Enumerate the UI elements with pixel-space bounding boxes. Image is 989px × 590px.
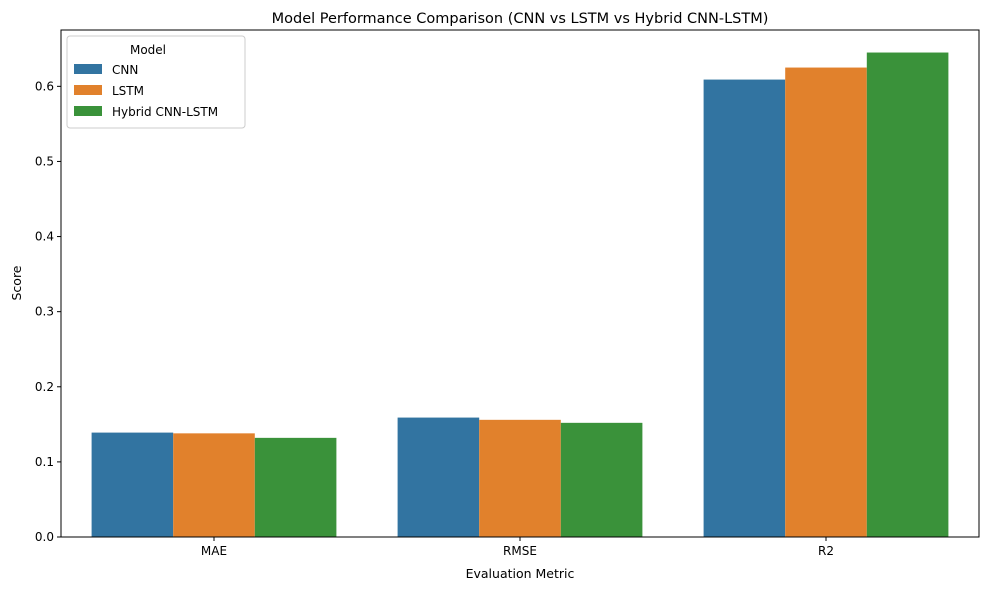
y-tick-label: 0.6 <box>35 79 54 93</box>
legend-title: Model <box>130 43 166 57</box>
y-axis: 0.0 0.1 0.2 0.3 0.4 0.5 0.6 <box>35 79 61 544</box>
legend-label: CNN <box>112 63 138 77</box>
legend-swatch <box>74 85 102 95</box>
bar-lstm-mae <box>173 433 255 537</box>
x-axis: MAE RMSE R2 <box>201 537 834 558</box>
bar-lstm-r2 <box>785 67 867 538</box>
x-tick-label: R2 <box>818 544 834 558</box>
bars-group <box>91 52 949 538</box>
bar-lstm-rmse <box>479 419 561 537</box>
y-tick-label: 0.5 <box>35 154 54 168</box>
legend-swatch <box>74 106 102 116</box>
bar-hybrid-cnn-lstm-mae <box>254 437 337 537</box>
legend: Model CNN LSTM Hybrid CNN-LSTM <box>66 35 246 129</box>
bar-cnn-rmse <box>397 417 480 537</box>
chart-title: Model Performance Comparison (CNN vs LST… <box>272 11 769 27</box>
y-tick-label: 0.4 <box>35 230 54 244</box>
y-tick-label: 0.0 <box>35 530 54 544</box>
x-tick-label: RMSE <box>503 544 537 558</box>
bar-cnn-r2 <box>703 79 786 537</box>
x-tick-label: MAE <box>201 544 227 558</box>
x-axis-label: Evaluation Metric <box>466 566 575 581</box>
legend-swatch <box>74 64 102 74</box>
y-tick-label: 0.2 <box>35 380 54 394</box>
legend-label: LSTM <box>112 84 144 98</box>
bar-hybrid-cnn-lstm-r2 <box>866 52 949 538</box>
legend-box <box>66 35 246 129</box>
legend-label: Hybrid CNN-LSTM <box>112 105 218 119</box>
y-tick-label: 0.1 <box>35 455 54 469</box>
y-axis-label: Score <box>9 265 24 300</box>
y-tick-label: 0.3 <box>35 305 54 319</box>
bar-cnn-mae <box>91 432 174 537</box>
bar-hybrid-cnn-lstm-rmse <box>560 422 643 537</box>
plot-frame <box>60 29 980 538</box>
